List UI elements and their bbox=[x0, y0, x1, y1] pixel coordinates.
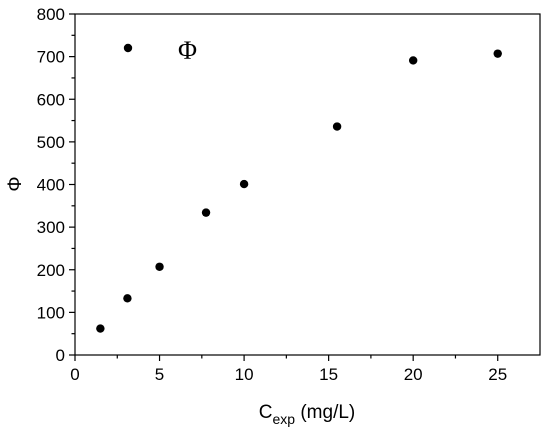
y-tick-label: 200 bbox=[37, 261, 65, 280]
data-point bbox=[493, 49, 502, 58]
y-axis-title: Φ bbox=[5, 176, 26, 191]
data-point bbox=[408, 56, 418, 65]
data-point bbox=[332, 122, 342, 131]
y-tick-label: 400 bbox=[37, 176, 65, 195]
data-point bbox=[239, 179, 249, 189]
data-point bbox=[123, 294, 132, 303]
x-axis-title-unit: (mg/L) bbox=[295, 402, 355, 423]
legend-marker bbox=[123, 43, 133, 53]
y-tick-label: 500 bbox=[37, 133, 65, 152]
x-tick-label: 0 bbox=[70, 365, 79, 384]
x-tick-label: 5 bbox=[155, 365, 164, 384]
x-tick-label: 10 bbox=[235, 365, 254, 384]
x-axis-title-main: C bbox=[259, 402, 273, 423]
data-point bbox=[96, 324, 105, 333]
y-tick-label: 700 bbox=[37, 48, 65, 67]
data-points bbox=[96, 49, 502, 333]
data-point bbox=[201, 208, 211, 217]
y-tick-label: 300 bbox=[37, 218, 65, 237]
y-tick-label: 0 bbox=[56, 346, 65, 365]
x-tick-label: 25 bbox=[488, 365, 507, 384]
legend-label: Φ bbox=[178, 36, 197, 65]
x-axis-title-subscript: exp bbox=[272, 411, 295, 427]
axis-ticks: 0 5 10 15 20 25 0 100 200 300 400 500 600 700 800 bbox=[37, 5, 508, 384]
y-tick-label: 100 bbox=[37, 303, 65, 322]
y-tick-label: 600 bbox=[37, 90, 65, 109]
y-tick-label: 800 bbox=[37, 5, 65, 24]
plot-frame bbox=[74, 13, 541, 356]
x-tick-label: 15 bbox=[319, 365, 338, 384]
data-point bbox=[155, 262, 164, 271]
x-tick-label: 20 bbox=[404, 365, 423, 384]
x-axis-title: Cexp (mg/L) bbox=[259, 402, 356, 427]
